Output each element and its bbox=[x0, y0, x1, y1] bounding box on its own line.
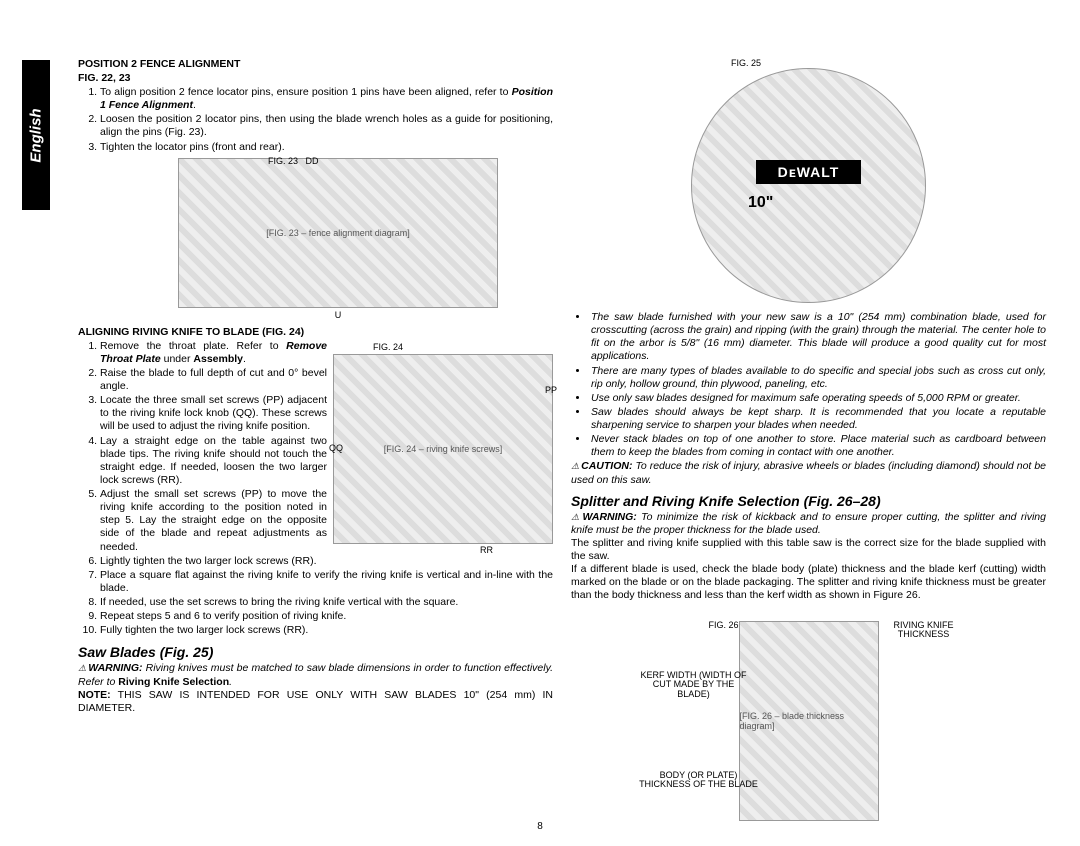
fig25-blade-image: DᴇWALT 10" bbox=[691, 68, 926, 303]
fig23-callout-dd: DD bbox=[306, 156, 319, 166]
sec1-title: POSITION 2 FENCE ALIGNMENT bbox=[78, 58, 553, 70]
sec3-title: Saw Blades (Fig. 25) bbox=[78, 644, 553, 660]
fig25-label: FIG. 25 bbox=[731, 58, 1046, 68]
list-item: Lightly tighten the two larger lock scre… bbox=[100, 555, 553, 568]
fig24-callout-rr: RR bbox=[480, 546, 493, 556]
fig24-callout-qq: QQ bbox=[329, 444, 343, 454]
sec3-note: NOTE: THIS SAW IS INTENDED FOR USE ONLY … bbox=[78, 689, 553, 715]
left-column: POSITION 2 FENCE ALIGNMENT FIG. 22, 23 T… bbox=[78, 58, 553, 821]
list-item: If needed, use the set screws to bring t… bbox=[100, 596, 553, 609]
sec4-warning: WARNING: To minimize the risk of kickbac… bbox=[571, 511, 1046, 537]
sec1-list: To align position 2 fence locator pins, … bbox=[78, 86, 553, 154]
list-item: Tighten the locator pins (front and rear… bbox=[100, 141, 553, 154]
list-item: Repeat steps 5 and 6 to verify position … bbox=[100, 610, 553, 623]
list-item: To align position 2 fence locator pins, … bbox=[100, 86, 553, 112]
right-column: FIG. 25 DᴇWALT 10" The saw blade furnish… bbox=[571, 58, 1046, 821]
fig26-label: FIG. 26 bbox=[709, 621, 739, 631]
list-item: Loosen the position 2 locator pins, then… bbox=[100, 113, 553, 139]
fig26-container: FIG. 26 RIVING KNIFE THICKNESS KERF WIDT… bbox=[649, 621, 969, 821]
fig24-label: FIG. 24 bbox=[333, 342, 553, 352]
blade-notes-list: The saw blade furnished with your new sa… bbox=[571, 311, 1046, 459]
page-content: POSITION 2 FENCE ALIGNMENT FIG. 22, 23 T… bbox=[78, 58, 1048, 821]
fig23-container: FIG. 23 DD [FIG. 23 – fence alignment di… bbox=[178, 158, 498, 320]
sec4-p2: If a different blade is used, check the … bbox=[571, 563, 1046, 602]
caution-text: CAUTION: To reduce the risk of injury, a… bbox=[571, 460, 1046, 486]
fig24-container: FIG. 24 [FIG. 24 – riving knife screws] … bbox=[333, 342, 553, 544]
fig23-image: [FIG. 23 – fence alignment diagram] bbox=[178, 158, 498, 308]
list-item: Fully tighten the two larger lock screws… bbox=[100, 624, 553, 637]
language-label: English bbox=[28, 108, 45, 162]
fig26-image: [FIG. 26 – blade thickness diagram] bbox=[739, 621, 879, 821]
list-item: The saw blade furnished with your new sa… bbox=[589, 311, 1046, 364]
fig24-callout-pp: PP bbox=[545, 386, 557, 396]
fig26-body-label: BODY (OR PLATE) THICKNESS OF THE BLADE bbox=[639, 771, 759, 791]
language-tab: English bbox=[22, 60, 50, 210]
list-item: Use only saw blades designed for maximum… bbox=[589, 392, 1046, 405]
sec4-p1: The splitter and riving knife supplied w… bbox=[571, 537, 1046, 563]
fig26-rk-label: RIVING KNIFE THICKNESS bbox=[879, 621, 969, 641]
sec2-title: ALIGNING RIVING KNIFE TO BLADE (FIG. 24) bbox=[78, 326, 553, 338]
blade-brand: DᴇWALT bbox=[756, 160, 862, 184]
sec3-warning: WARNING: Riving knives must be matched t… bbox=[78, 662, 553, 688]
sec4-title: Splitter and Riving Knife Selection (Fig… bbox=[571, 493, 1046, 509]
sec1-figref: FIG. 22, 23 bbox=[78, 72, 553, 84]
list-item: There are many types of blades available… bbox=[589, 365, 1046, 391]
list-item: Saw blades should always be kept sharp. … bbox=[589, 406, 1046, 432]
fig23-label: FIG. 23 bbox=[268, 156, 298, 166]
page-number: 8 bbox=[0, 821, 1080, 832]
fig26-kerf-label: KERF WIDTH (WIDTH OF CUT MADE BY THE BLA… bbox=[639, 671, 749, 701]
fig23-callout-u: U bbox=[178, 310, 498, 320]
blade-size: 10" bbox=[748, 194, 773, 212]
fig24-image: [FIG. 24 – riving knife screws] bbox=[333, 354, 553, 544]
list-item: Place a square flat against the riving k… bbox=[100, 569, 553, 595]
list-item: Never stack blades on top of one another… bbox=[589, 433, 1046, 459]
